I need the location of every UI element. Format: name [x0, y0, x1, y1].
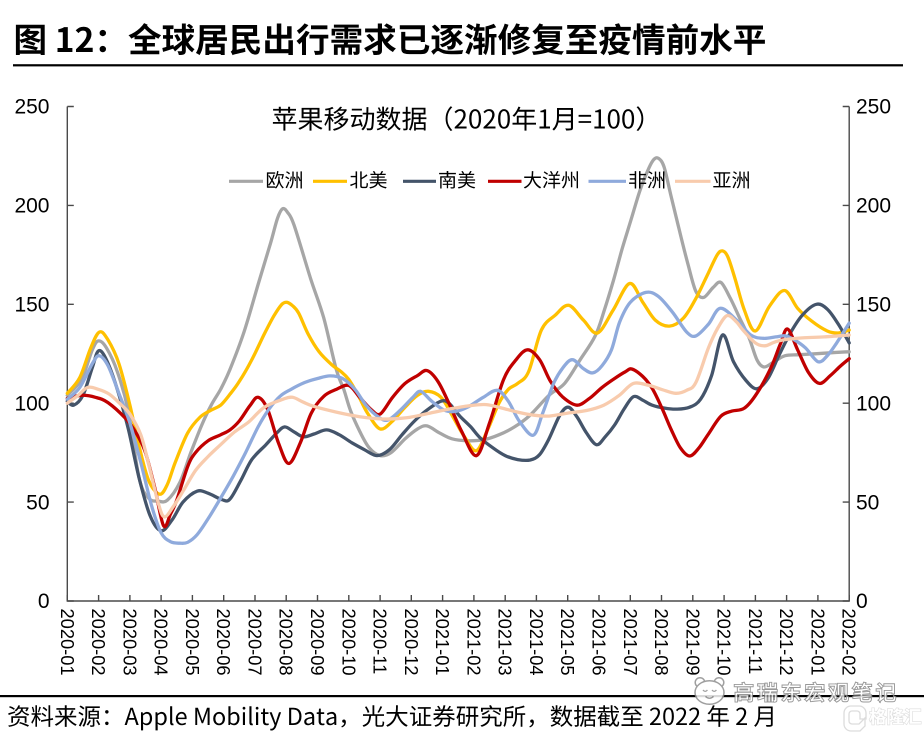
svg-text:2021-08: 2021-08 [651, 609, 672, 676]
svg-text:2021-07: 2021-07 [620, 609, 641, 676]
svg-text:50: 50 [856, 491, 879, 514]
svg-text:2020-02: 2020-02 [88, 609, 109, 676]
svg-text:2020-12: 2020-12 [401, 609, 422, 676]
svg-text:2020-09: 2020-09 [307, 609, 328, 676]
svg-text:0: 0 [38, 590, 50, 613]
svg-text:2020-08: 2020-08 [276, 609, 297, 676]
svg-text:100: 100 [856, 392, 891, 415]
svg-text:2022-01: 2022-01 [807, 609, 828, 676]
svg-text:2021-12: 2021-12 [776, 609, 797, 676]
svg-text:150: 150 [856, 294, 891, 317]
svg-text:2021-03: 2021-03 [495, 609, 516, 676]
svg-text:2021-09: 2021-09 [682, 609, 703, 676]
svg-text:2020-03: 2020-03 [119, 609, 140, 676]
svg-text:2021-05: 2021-05 [557, 609, 578, 676]
svg-text:50: 50 [26, 491, 49, 514]
svg-text:2021-11: 2021-11 [745, 609, 766, 675]
svg-text:250: 250 [856, 96, 891, 119]
svg-text:100: 100 [14, 392, 49, 415]
svg-text:2020-07: 2020-07 [245, 609, 266, 676]
svg-text:2020-04: 2020-04 [151, 609, 172, 676]
svg-text:2021-06: 2021-06 [589, 609, 610, 676]
svg-text:2021-01: 2021-01 [432, 609, 453, 676]
svg-text:0: 0 [856, 590, 868, 613]
svg-text:2020-10: 2020-10 [338, 609, 359, 676]
svg-text:2021-02: 2021-02 [463, 609, 484, 676]
svg-text:200: 200 [856, 195, 891, 218]
svg-text:250: 250 [14, 96, 49, 119]
svg-text:2020-11: 2020-11 [370, 609, 391, 675]
svg-text:2021-10: 2021-10 [714, 609, 735, 676]
svg-text:2020-01: 2020-01 [57, 609, 78, 676]
svg-text:200: 200 [14, 195, 49, 218]
svg-text:2020-05: 2020-05 [182, 609, 203, 676]
svg-text:2020-06: 2020-06 [213, 609, 234, 676]
svg-text:2021-04: 2021-04 [526, 609, 547, 676]
svg-text:2022-02: 2022-02 [839, 609, 860, 676]
svg-text:150: 150 [14, 294, 49, 317]
